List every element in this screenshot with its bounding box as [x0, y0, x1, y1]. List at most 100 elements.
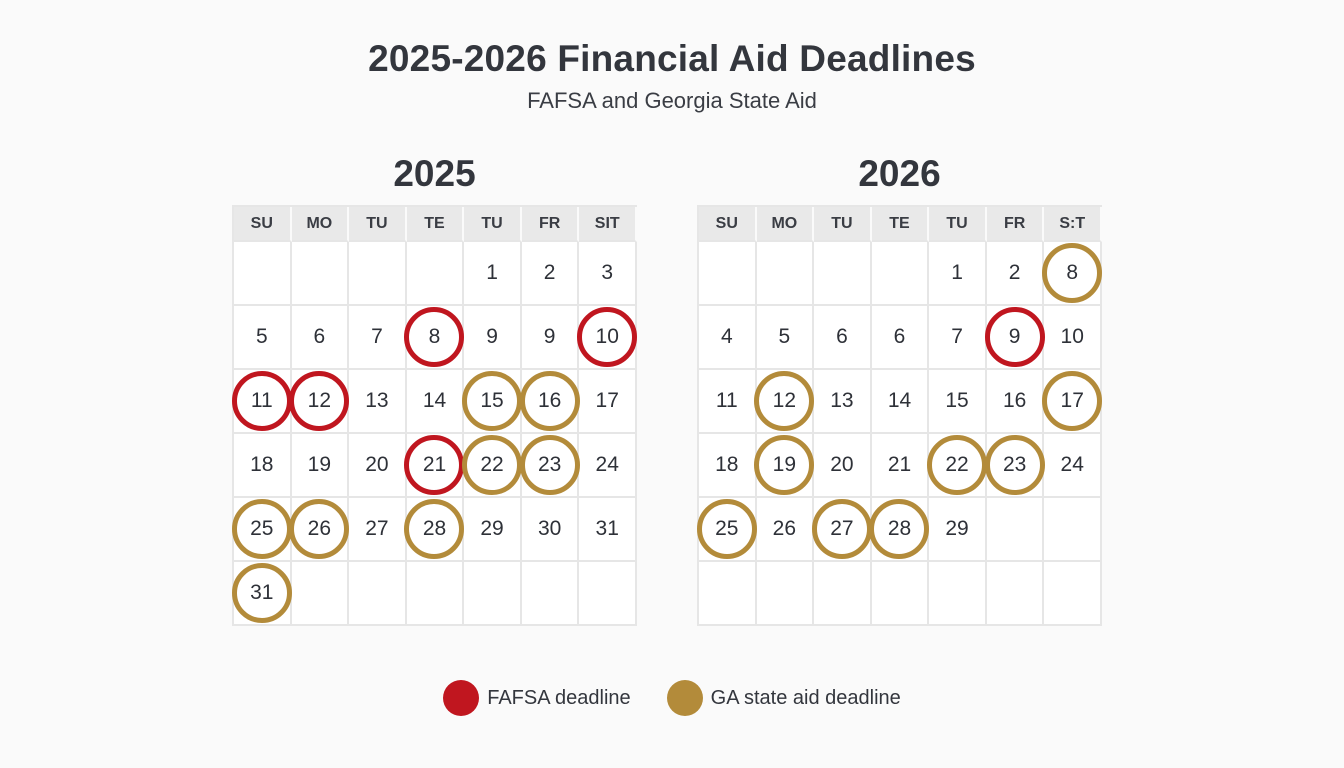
day-cell: 18 [234, 434, 292, 498]
weekday-header: MO [291, 207, 350, 242]
day-cell: 16 [519, 370, 580, 434]
weekday-header: TU [814, 207, 872, 242]
day-cell: 13 [349, 370, 407, 434]
day-cell: 7 [929, 306, 987, 370]
calendar-2026: 2026 SU MO TU TE TU FR S:T 1 2 8 4 5 6 6 7 9 10 11 12 13 14 1… [696, 150, 1103, 626]
day-number: 1 [951, 261, 963, 284]
day-cell: 9 [521, 306, 580, 370]
ga-deadline-ring-icon [404, 499, 465, 559]
weekday-header: TE [406, 207, 465, 242]
day-cell: 25 [231, 498, 292, 562]
day-cell: 1 [929, 242, 987, 306]
day-cell: 20 [814, 434, 872, 498]
day-number: 14 [887, 389, 912, 412]
empty-day-cell [349, 242, 407, 306]
day-number: 23 [1002, 453, 1027, 476]
day-cell: 15 [462, 370, 523, 434]
day-number: 13 [365, 389, 389, 412]
day-cell: 17 [579, 370, 637, 434]
calendar-grid: SU MO TU TE TU FR SIT 1 2 3 5 6 7 8 9 9 10 11 12 13 14 15 16 17… [231, 205, 638, 626]
ga-deadline-ring-icon [289, 499, 350, 559]
empty-day-cell [579, 562, 637, 626]
day-cell: 31 [231, 562, 292, 626]
day-number: 2 [543, 261, 556, 284]
day-number: 16 [1002, 389, 1027, 412]
ga-deadline-ring-icon [462, 435, 523, 495]
day-number: 8 [1066, 261, 1079, 284]
day-cell: 16 [986, 370, 1045, 434]
day-cell: 21 [871, 434, 930, 498]
ga-deadline-ring-icon [1042, 243, 1103, 303]
day-cell: 7 [349, 306, 407, 370]
day-cell: 25 [696, 498, 757, 562]
weekday-header: TU [349, 207, 407, 242]
day-cell: 10 [1044, 306, 1102, 370]
day-number: 13 [830, 389, 854, 412]
day-cell: 15 [929, 370, 987, 434]
weekday-header: FR [986, 207, 1045, 242]
day-cell: 3 [579, 242, 637, 306]
day-number: 7 [371, 325, 383, 348]
empty-day-cell [929, 562, 987, 626]
day-cell: 30 [521, 498, 580, 562]
day-number: 9 [486, 325, 498, 348]
empty-day-cell [756, 562, 815, 626]
legend-item-ga-state: GA state aid deadline [666, 680, 901, 716]
day-number: 31 [250, 581, 274, 604]
empty-day-cell [1044, 562, 1102, 626]
day-cell: 8 [1042, 242, 1103, 306]
fafsa-deadline-ring-icon [289, 371, 350, 431]
ga-deadline-ring-icon [462, 371, 523, 431]
day-number: 30 [537, 517, 562, 540]
day-number: 6 [893, 325, 906, 348]
day-cell: 6 [871, 306, 930, 370]
day-cell: 28 [404, 498, 465, 562]
page-title: 2025-2026 Financial Aid Deadlines [368, 38, 976, 79]
day-number: 9 [1008, 325, 1021, 348]
ga-deadline-ring-icon [869, 499, 930, 559]
day-number: 17 [1060, 389, 1084, 412]
day-number: 10 [595, 325, 619, 348]
day-cell: 6 [814, 306, 872, 370]
day-cell: 9 [464, 306, 522, 370]
day-number: 28 [887, 517, 912, 540]
day-number: 22 [945, 453, 969, 476]
day-cell: 4 [699, 306, 757, 370]
day-cell: 11 [231, 370, 292, 434]
day-number: 9 [543, 325, 556, 348]
day-cell: 13 [814, 370, 872, 434]
legend: FAFSA deadline GA state aid deadline [0, 680, 1344, 716]
calendar-2025: 2025 SU MO TU TE TU FR SIT 1 2 3 5 6 7 8 9 9 10 11 12 13 14 1… [231, 150, 638, 626]
day-cell: 28 [869, 498, 930, 562]
day-cell: 22 [927, 434, 988, 498]
day-cell: 26 [289, 498, 350, 562]
day-number: 18 [715, 453, 739, 476]
day-number: 25 [250, 517, 274, 540]
ga-deadline-ring-icon [519, 371, 580, 431]
ga-deadline-ring-icon [754, 435, 815, 495]
weekday-header: TU [464, 207, 522, 242]
day-number: 18 [250, 453, 274, 476]
calendar-grid: SU MO TU TE TU FR S:T 1 2 8 4 5 6 6 7 9 10 11 12 13 14 15 16 17… [696, 205, 1103, 626]
weekday-header: S:T [1044, 207, 1102, 242]
fafsa-deadline-ring-icon [404, 307, 465, 367]
day-number: 15 [945, 389, 969, 412]
ga-deadline-ring-icon [984, 435, 1045, 495]
ga-deadline-ring-icon [231, 499, 292, 559]
empty-day-cell [986, 498, 1045, 562]
day-cell: 31 [579, 498, 637, 562]
day-cell: 14 [871, 370, 930, 434]
day-cell: 6 [291, 306, 350, 370]
weekday-header: TU [929, 207, 987, 242]
day-number: 31 [595, 517, 619, 540]
ga-deadline-ring-icon [231, 563, 292, 623]
day-number: 6 [836, 325, 848, 348]
weekday-header: SU [234, 207, 292, 242]
day-number: 8 [428, 325, 441, 348]
empty-day-cell [871, 562, 930, 626]
calendar-year: 2025 [393, 153, 476, 194]
day-cell: 12 [754, 370, 815, 434]
day-number: 26 [307, 517, 332, 540]
day-cell: 5 [234, 306, 292, 370]
day-number: 12 [772, 389, 797, 412]
